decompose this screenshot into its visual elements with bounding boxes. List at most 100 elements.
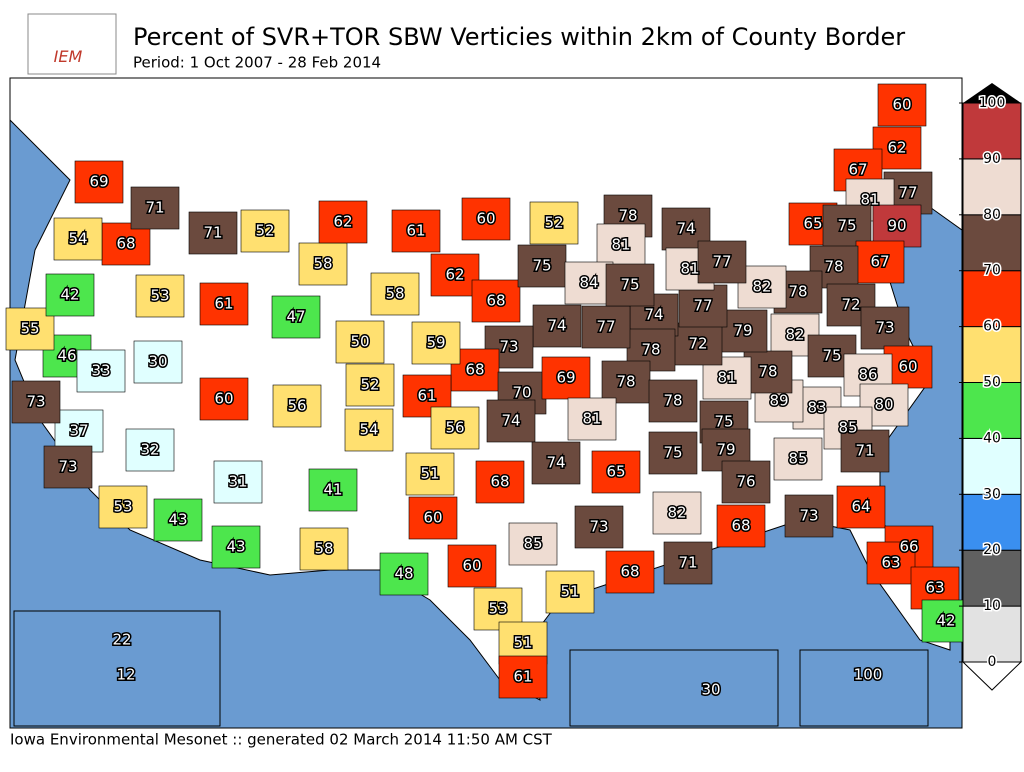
- alaska-inset: [13, 610, 221, 727]
- region: [318, 200, 368, 244]
- colorbar-segment: [962, 605, 1022, 663]
- region-label: 53: [113, 498, 132, 516]
- region-label: 30: [701, 681, 720, 699]
- colorbar-label: 20: [983, 542, 1001, 558]
- region: [532, 304, 582, 348]
- region: [652, 491, 702, 535]
- region-label: 65: [803, 215, 822, 233]
- region: [471, 279, 521, 323]
- colorbar-label: 70: [983, 263, 1001, 279]
- region: [125, 428, 175, 472]
- footer: Iowa Environmental Mesonet :: generated …: [10, 731, 553, 749]
- region-label: 73: [26, 393, 45, 411]
- region-label: 55: [20, 320, 39, 338]
- region: [211, 525, 261, 569]
- region-label: 68: [731, 517, 750, 535]
- region: [596, 223, 646, 267]
- region-label: 69: [89, 173, 108, 191]
- region: [461, 197, 511, 241]
- region-label: 75: [620, 276, 639, 294]
- region-label: 51: [513, 634, 532, 652]
- logo-text: IEM: [54, 47, 83, 66]
- region-label: 79: [733, 322, 752, 340]
- region: [272, 384, 322, 428]
- region: [98, 485, 148, 529]
- region-label: 60: [898, 358, 917, 376]
- region-label: 41: [323, 481, 342, 499]
- region: [498, 655, 548, 699]
- region-label: 54: [359, 421, 378, 439]
- region-label: 80: [874, 396, 893, 414]
- colorbar-label: 30: [983, 486, 1001, 502]
- region-label: 12: [116, 666, 135, 684]
- region-label: 70: [512, 384, 531, 402]
- region: [379, 552, 429, 596]
- region-label: 73: [589, 518, 608, 536]
- region-label: 30: [148, 353, 167, 371]
- region-label: 47: [286, 308, 305, 326]
- labels: 60 62 67 77 81 90 65 75 67 78 78 82 72 73 82 75 60 86 80 83…: [19, 94, 957, 700]
- colorbar-label: 10: [983, 598, 1001, 614]
- region-label: 58: [313, 255, 332, 273]
- region-label: 85: [523, 535, 542, 553]
- title: Percent of SVR+TOR SBW Verticies within …: [133, 23, 905, 51]
- region-label: 60: [462, 557, 481, 575]
- colorbar-label: 80: [983, 207, 1001, 223]
- colorbar-top-arrow: [963, 83, 1021, 103]
- colorbar-segment: [962, 437, 1022, 495]
- region: [716, 504, 766, 548]
- region: [53, 217, 103, 261]
- region: [74, 160, 124, 204]
- region-label: 22: [112, 631, 131, 649]
- region-label: 75: [837, 217, 856, 235]
- region-label: 56: [445, 419, 464, 437]
- region-label: 74: [501, 412, 520, 430]
- region-label: 62: [333, 213, 352, 231]
- region-label: 75: [663, 444, 682, 462]
- region-label: 54: [68, 230, 87, 248]
- region: [370, 272, 420, 316]
- colorbar-segment: [962, 158, 1022, 216]
- region-label: 63: [925, 579, 944, 597]
- logo: IEM: [27, 13, 117, 75]
- region-label: 81: [680, 260, 699, 278]
- region: [408, 496, 458, 540]
- region: [475, 460, 525, 504]
- region: [271, 295, 321, 339]
- region: [199, 377, 249, 421]
- region-label: 81: [582, 410, 601, 428]
- region-label: 79: [716, 441, 735, 459]
- region: [872, 204, 922, 248]
- region: [517, 244, 567, 288]
- region: [840, 429, 890, 473]
- region-label: 77: [898, 184, 917, 202]
- region-label: 74: [547, 317, 566, 335]
- region-label: 71: [203, 224, 222, 242]
- region-label: 60: [476, 210, 495, 228]
- region: [5, 307, 55, 351]
- region-label: 61: [513, 668, 532, 686]
- colorbar-label: 50: [983, 375, 1001, 391]
- region-label: 73: [875, 319, 894, 337]
- region: [860, 306, 910, 350]
- region-label: 46: [57, 347, 76, 365]
- region-label: 61: [406, 222, 425, 240]
- region-label: 82: [785, 326, 804, 344]
- region: [605, 550, 655, 594]
- region-label: 68: [465, 361, 484, 379]
- region: [591, 450, 641, 494]
- region-label: 62: [445, 266, 464, 284]
- region-label: 100: [854, 666, 883, 684]
- region: [648, 431, 698, 475]
- region-label: 75: [822, 347, 841, 365]
- region-label: 68: [620, 563, 639, 581]
- region: [721, 460, 771, 504]
- region: [11, 380, 61, 424]
- region-label: 56: [287, 397, 306, 415]
- region: [199, 282, 249, 326]
- region-label: 61: [214, 295, 233, 313]
- region-label: 75: [714, 413, 733, 431]
- region-label: 50: [350, 333, 369, 351]
